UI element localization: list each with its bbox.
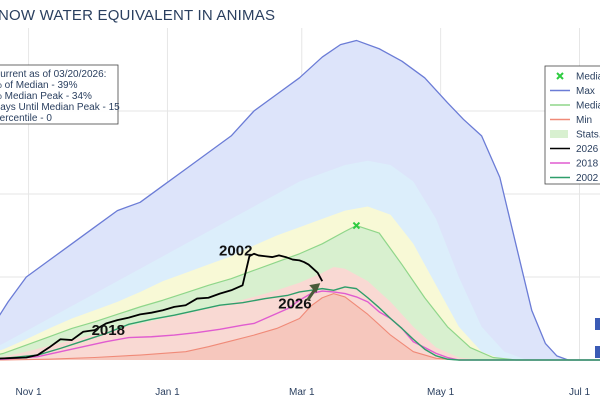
info-line-1: Current as of 03/20/2026: (0, 69, 106, 80)
legend-item[interactable]: Min (550, 115, 592, 126)
info-line-4: Days Until Median Peak - 15 (0, 102, 120, 113)
legend-item[interactable]: 2002 (550, 173, 599, 184)
scroll-handle[interactable] (595, 318, 600, 358)
legend-label: Min (576, 115, 592, 126)
annotation-2018: 2018 (92, 322, 125, 339)
series-lines (0, 39, 600, 361)
min-line (0, 293, 600, 361)
legend-label: Max (576, 86, 595, 97)
legend-item[interactable]: Max (550, 86, 595, 97)
legend-label: Stats. (576, 130, 600, 141)
legend-item[interactable]: 2026 (550, 144, 599, 155)
legend-label: 2026 (576, 144, 599, 155)
legend-label: Media (576, 72, 600, 83)
x-tick-label: Mar 1 (289, 387, 315, 398)
legend-item[interactable]: Media (550, 101, 600, 112)
median-peak-marker (352, 221, 361, 230)
legend-item[interactable]: Stats. (550, 130, 600, 141)
max-line (0, 39, 600, 361)
arrow-2026-head (309, 283, 321, 294)
x-tick-label: Jul 1 (569, 387, 591, 398)
x-axis-ticks: Nov 1 Jan 1 Mar 1 May 1 Jul 1 (16, 387, 591, 398)
x-tick-label: May 1 (427, 387, 455, 398)
info-box: Current as of 03/20/2026: % of Median - … (0, 64, 120, 125)
median-line (0, 224, 600, 361)
info-line-3: % Median Peak - 34% (0, 91, 92, 102)
info-line-5: Percentile - 0 (0, 113, 52, 124)
median-peak-x (352, 221, 361, 230)
chart-title: NOW WATER EQUIVALENT IN ANIMAS (0, 7, 275, 24)
legend-label: 2018 (576, 159, 599, 170)
legend-swatch (550, 130, 568, 138)
legend-item[interactable]: Media (556, 72, 600, 83)
legend-item[interactable]: 2018 (550, 159, 599, 170)
x-tick-label: Nov 1 (16, 387, 43, 398)
annotation-2026: 2026 (278, 296, 311, 313)
annotations: 2002 2018 2026 (92, 242, 321, 339)
legend: Media Max Media Min Stats. 2026 2018 2002 (544, 65, 600, 185)
x-tick-label: Jan 1 (155, 387, 180, 398)
band-min (0, 293, 600, 360)
legend-swatch (556, 72, 564, 80)
info-line-2: % of Median - 39% (0, 80, 78, 91)
legend-label: Media (576, 101, 600, 112)
series-2002-line (0, 286, 600, 361)
series-2018-line (0, 290, 600, 361)
series-2026-line (0, 252, 324, 360)
annotation-2002: 2002 (219, 242, 252, 259)
legend-label: 2002 (576, 173, 599, 184)
